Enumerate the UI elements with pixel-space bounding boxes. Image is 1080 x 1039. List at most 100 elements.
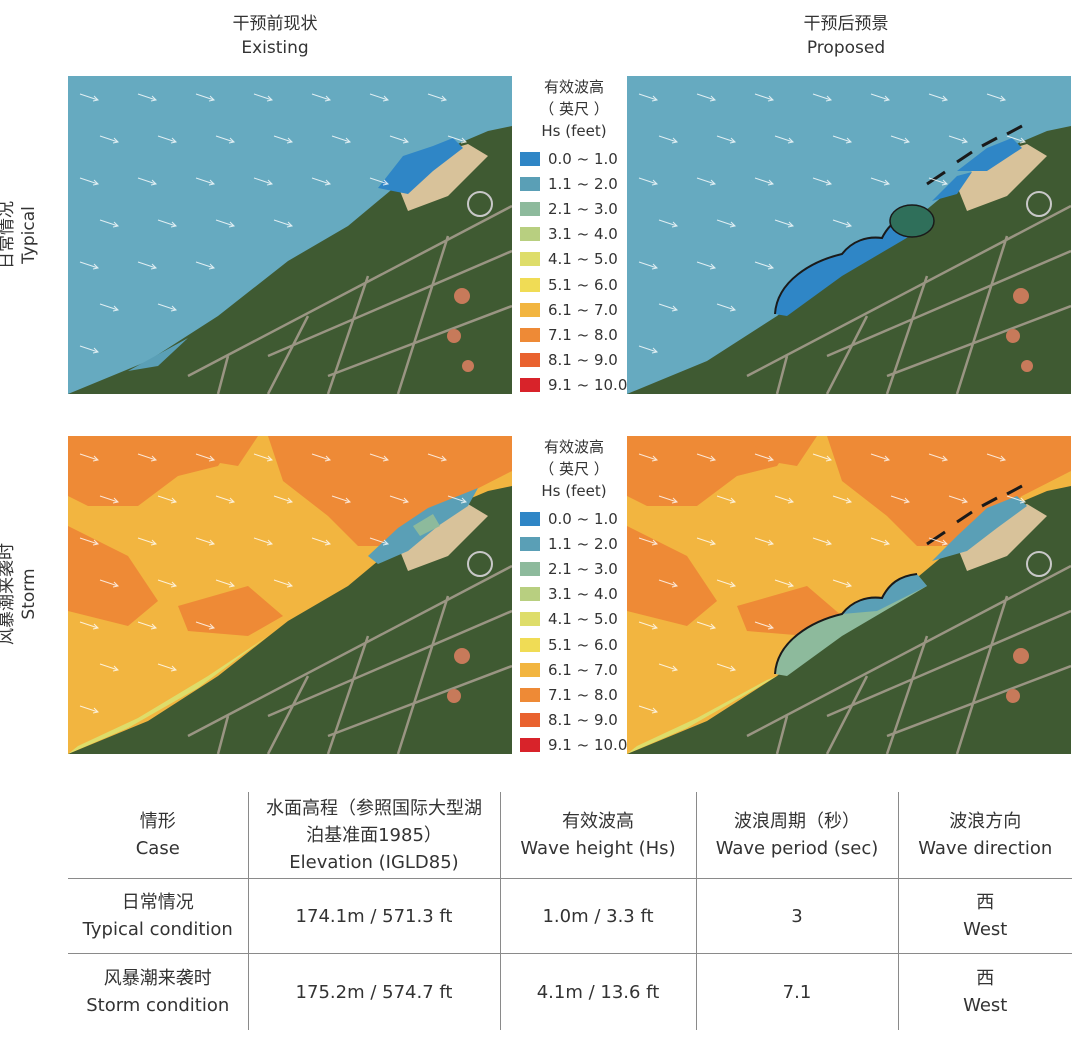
wave-arrowhead [92,623,100,630]
wave-arrowhead [961,497,969,504]
wave-arrow [79,261,99,269]
wave-arrowhead [709,539,717,546]
wave-arrowhead [266,95,274,102]
wave-arrowhead [1019,137,1027,144]
table-row: 风暴潮来袭时 Storm condition 175.2m / 574.7 ft … [68,953,1072,1030]
wave-arrowhead [266,455,274,462]
legend-item: 6.1 ~ 7.0 [520,297,628,322]
wave-arrowhead [767,623,775,630]
wave-arrow [658,579,678,587]
wave-arrowhead [150,179,158,186]
wave-arrowhead [671,305,679,312]
legend-item: 0.0 ~ 1.0 [520,506,628,531]
wave-arrow [195,261,215,269]
column-header-existing-zh: 干预前现状 [232,14,318,34]
wave-arrow [311,177,331,185]
wave-arrow [273,219,293,227]
legend-item: 1.1 ~ 2.0 [520,171,628,196]
wave-arrowhead [883,179,891,186]
wave-arrowhead [92,263,100,270]
wave-arrow [812,177,832,185]
legend-label: 2.1 ~ 3.0 [548,559,618,578]
wave-arrow [774,495,794,503]
wave-arrowhead [671,497,679,504]
legend-swatch [520,536,540,551]
wave-arrowhead [709,263,717,270]
wave-arrowhead [709,95,717,102]
legend-label: 6.1 ~ 7.0 [548,660,618,679]
wave-arrowhead [112,497,120,504]
wave-arrowhead [671,221,679,228]
legend-label: 7.1 ~ 8.0 [548,685,618,704]
wave-arrowhead [787,137,795,144]
wave-arrow [638,177,658,185]
wave-arrow [253,453,273,461]
table-cell-elevation: 175.2m / 574.7 ft [247,953,500,1030]
table-cell-wave-height: 4.1m / 13.6 ft [499,953,696,1030]
column-header-proposed-en: Proposed [806,38,886,58]
legend-swatch [520,662,540,677]
legend-swatch [520,561,540,576]
wave-arrowhead [92,179,100,186]
wave-arrowhead [883,95,891,102]
legend-item: 9.1 ~ 10.0 [520,373,628,398]
wave-arrowhead [92,539,100,546]
wave-arrow [716,495,736,503]
wave-arrowhead [112,221,120,228]
wave-arrowhead [651,539,659,546]
wave-arrow [369,93,389,101]
wave-arrow [812,537,832,545]
wave-arrow [157,135,177,143]
wave-arrowhead [112,137,120,144]
wave-arrow [754,93,774,101]
wave-arrowhead [729,497,737,504]
wave-arrowhead [767,179,775,186]
wave-arrow [870,453,890,461]
legend-label: 2.1 ~ 3.0 [548,199,618,218]
wave-arrow [427,453,447,461]
table-header: 波浪方向 Wave direction [897,792,1072,879]
wave-arrow [696,537,716,545]
legend-label: 4.1 ~ 5.0 [548,610,618,629]
wave-arrow [99,495,119,503]
wave-arrow [638,453,658,461]
wave-arrow [754,621,774,629]
wave-arrowhead [228,137,236,144]
legend-label: 1.1 ~ 2.0 [548,174,618,193]
table-header-row: 情形 Case 水面高程（参照国际大型湖泊基准面1985） Elevation (I… [68,792,1072,879]
wave-arrow [99,663,119,671]
wave-arrowhead [767,455,775,462]
legend-swatch [520,637,540,652]
wave-arrowhead [170,665,178,672]
wave-arrow [890,135,910,143]
wave-arrowhead [382,179,390,186]
wave-arrowhead [440,455,448,462]
wave-arrow [638,261,658,269]
wave-arrow [389,495,409,503]
wave-arrowhead [344,137,352,144]
wave-arrow [273,495,293,503]
wave-arrowhead [999,95,1007,102]
legend-item: 2.1 ~ 3.0 [520,196,628,221]
legend-item: 5.1 ~ 6.0 [520,272,628,297]
wave-arrowhead [729,665,737,672]
conditions-table: 情形 Case 水面高程（参照国际大型湖泊基准面1985） Elevation (I… [68,792,1072,1030]
wave-arrow [311,453,331,461]
wave-arrow [754,453,774,461]
wave-arrow [79,537,99,545]
wave-arrowhead [651,707,659,714]
table-cell-direction: 西 West [897,878,1072,954]
legend-item: 7.1 ~ 8.0 [520,682,628,707]
wave-arrowhead [324,539,332,546]
wave-arrow [928,177,948,185]
legend-swatch [520,302,540,317]
legend-label: 8.1 ~ 9.0 [548,711,618,730]
wave-arrow [1006,495,1026,503]
legend-item: 2.1 ~ 3.0 [520,556,628,581]
legend-swatch [520,738,540,753]
wave-arrow [638,345,658,353]
wave-arrow [369,537,389,545]
legend-swatch [520,687,540,702]
row-header-typical: 日常情况 Typical [0,180,44,290]
legend-label: 4.1 ~ 5.0 [548,250,618,269]
